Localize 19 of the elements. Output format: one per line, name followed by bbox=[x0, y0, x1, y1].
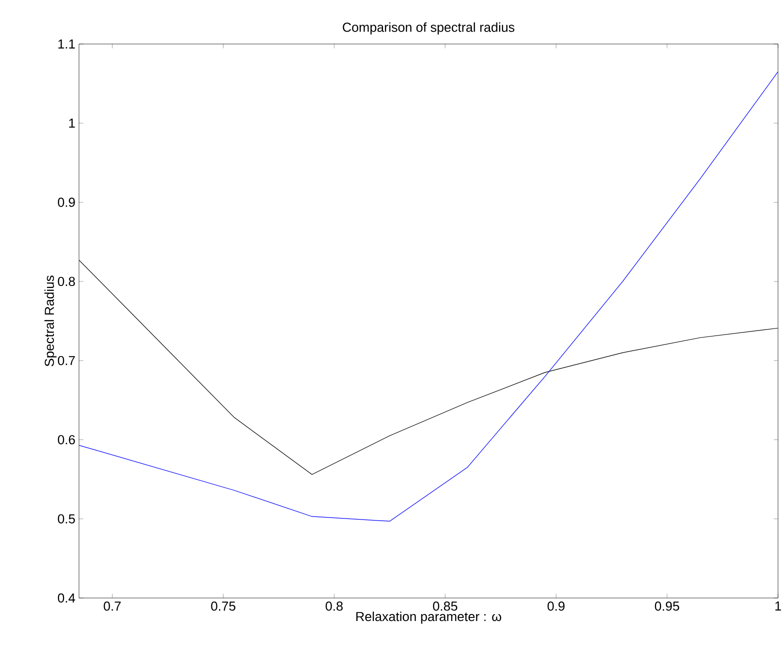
y-tick-label: 0.9 bbox=[58, 198, 75, 207]
x-tick-label: 1 bbox=[775, 602, 781, 610]
y-tick-label: 0.7 bbox=[58, 356, 75, 366]
x-tick-label: 0.9 bbox=[548, 602, 565, 611]
x-tick-label: 0.95 bbox=[654, 602, 680, 611]
x-tick-label: 0.7 bbox=[104, 602, 121, 611]
y-tick-label: 0.5 bbox=[58, 514, 75, 524]
y-tick-label: 0.6 bbox=[58, 435, 75, 444]
y-tick-label: 0.4 bbox=[58, 593, 76, 603]
x-tick-label: 0.85 bbox=[433, 602, 458, 611]
chart-title: Comparison of spectral radius bbox=[342, 22, 514, 34]
x-axis-title: Relaxation parameter : ω bbox=[356, 612, 502, 624]
line-series bbox=[79, 71, 778, 522]
y-tick-label: 1 bbox=[69, 118, 75, 128]
x-tick-label: 0.75 bbox=[211, 602, 236, 611]
y-tick-label: 0.8 bbox=[58, 276, 75, 286]
y-tick-label: 1.1 bbox=[58, 40, 75, 48]
y-axis-title: Spectral Radius bbox=[44, 276, 57, 366]
x-tick-label: 0.8 bbox=[326, 602, 343, 611]
